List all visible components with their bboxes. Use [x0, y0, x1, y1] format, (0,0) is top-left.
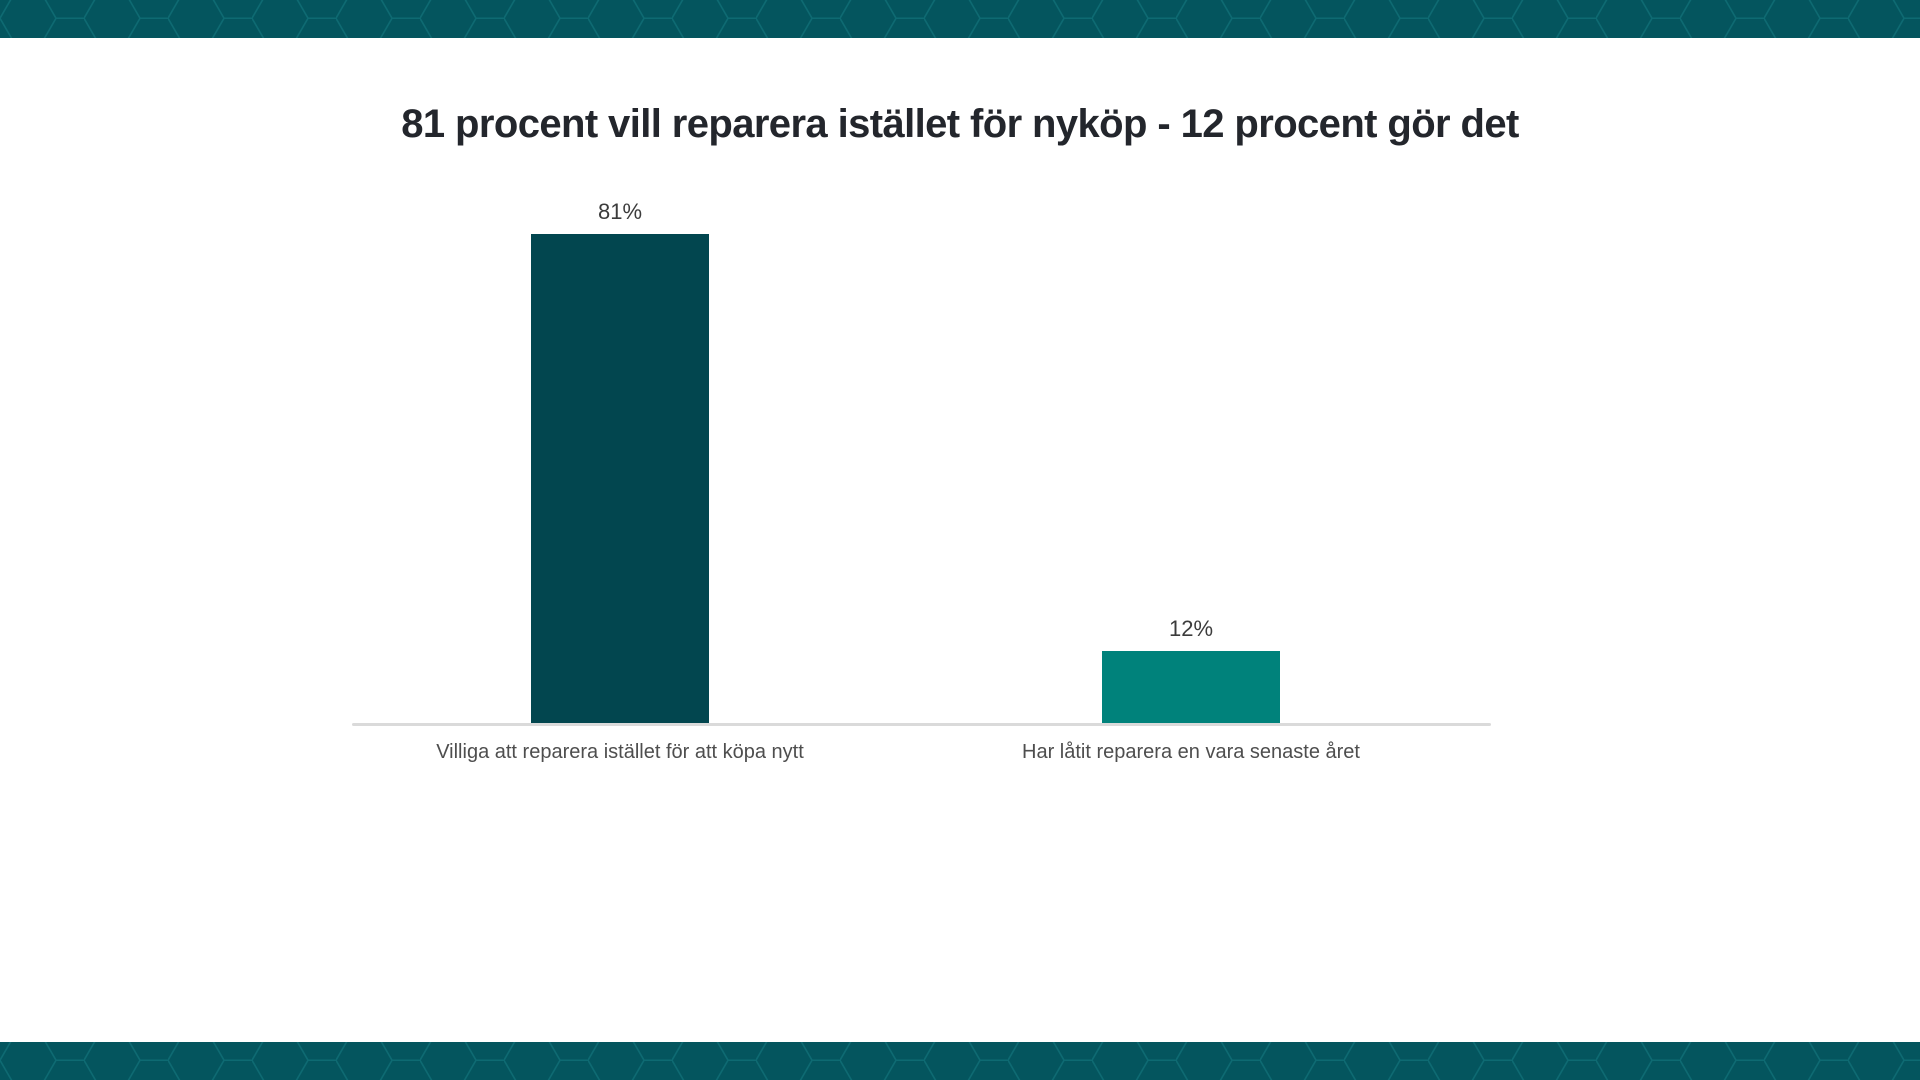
- value-label-12: 12%: [1168, 616, 1214, 641]
- footer-hexagon-banner: [0, 1042, 1920, 1080]
- x-axis-baseline: [352, 723, 1491, 726]
- banner-hexagon-overlay: [0, 0, 1920, 38]
- chart-title: 81 procent vill reparera istället för ny…: [401, 102, 1519, 146]
- category-label-har-latit: Har låtit reparera en vara senaste året: [1022, 741, 1360, 763]
- bar-har-latit: [1102, 651, 1280, 723]
- category-label-villiga: Villiga att reparera istället för att kö…: [436, 741, 804, 763]
- bar-villiga: [531, 234, 709, 723]
- value-label-81: 81%: [597, 199, 643, 224]
- banner-hexagon-overlay: [0, 1042, 1920, 1080]
- header-hexagon-banner: [0, 0, 1920, 38]
